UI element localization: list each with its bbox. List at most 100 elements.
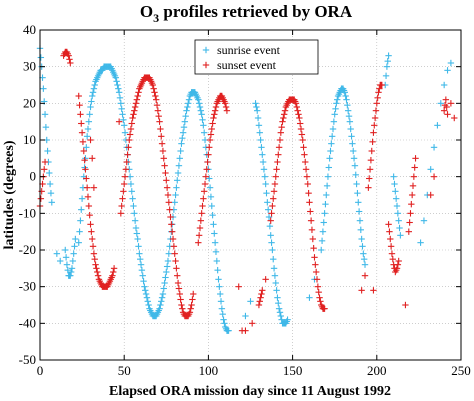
sunset-point xyxy=(195,232,203,239)
axis-ticks: 0 50 100 150 200 250 -50 -40 -30 -20 -10 0 10 20 30 40 xyxy=(19,22,471,378)
sunset-point xyxy=(302,166,310,173)
sunset-point xyxy=(276,136,284,144)
sunset-point xyxy=(277,129,285,136)
sunrise-point xyxy=(91,81,98,89)
sunset-point xyxy=(188,301,195,309)
sunset-point xyxy=(129,114,136,122)
sunset-point xyxy=(447,100,455,107)
sunrise-point xyxy=(184,103,191,111)
sunset-point xyxy=(66,56,73,63)
sunset-point xyxy=(206,136,214,144)
sunrise-point xyxy=(164,257,172,265)
sunset-point xyxy=(171,250,178,257)
sunset-point xyxy=(308,226,316,234)
sunrise-point xyxy=(391,180,398,188)
sunrise-point xyxy=(440,81,448,89)
sunrise-point xyxy=(394,210,402,217)
sunset-point xyxy=(203,166,210,173)
sunset-point xyxy=(90,250,98,257)
sunrise-point xyxy=(143,294,151,301)
sunrise-point xyxy=(284,316,291,323)
sunrise-point xyxy=(343,96,350,103)
sunrise-point xyxy=(158,294,166,301)
sunset-point xyxy=(272,173,279,180)
sunset-point xyxy=(88,228,95,235)
sunrise-point xyxy=(210,221,217,228)
sunset-point xyxy=(269,202,276,210)
sunset-point xyxy=(367,156,375,164)
sunset-point xyxy=(127,125,135,133)
y-tick-label: -20 xyxy=(19,242,36,257)
sunrise-point xyxy=(88,98,95,105)
sunrise-point xyxy=(57,257,64,265)
sunset-point xyxy=(314,283,322,290)
sunrise-point xyxy=(42,123,50,131)
sunset-point xyxy=(195,239,202,246)
sunrise-point xyxy=(341,89,349,96)
sunrise-point xyxy=(62,254,70,261)
sunset-point xyxy=(410,173,418,180)
sunset-point xyxy=(268,210,275,217)
sunset-point xyxy=(175,285,183,292)
sunrise-point xyxy=(270,265,278,272)
sunset-point xyxy=(152,96,160,103)
legend-label-sunset: sunset event xyxy=(217,58,277,72)
sunset-point xyxy=(270,188,278,195)
sunset-point xyxy=(307,208,314,215)
sunset-point xyxy=(187,305,194,312)
sunrise-point xyxy=(254,107,261,114)
y-tick-label: -40 xyxy=(19,315,36,330)
sunrise-point xyxy=(127,180,135,188)
sunrise-point xyxy=(207,193,215,201)
sunset-point xyxy=(80,147,87,155)
sunrise-point xyxy=(361,261,369,268)
sunset-point xyxy=(163,177,170,184)
sunset-point xyxy=(442,96,450,103)
sunset-point xyxy=(394,261,402,268)
sunset-point xyxy=(126,131,134,138)
sunset-point xyxy=(176,290,183,298)
sunset-point xyxy=(301,151,308,158)
y-tick-label: 10 xyxy=(23,132,36,147)
sunset-point xyxy=(118,202,125,210)
sunset-point xyxy=(37,195,45,202)
sunset-point xyxy=(206,144,213,151)
sunset-point xyxy=(443,103,450,111)
sunrise-point xyxy=(131,217,139,224)
sunrise-point xyxy=(325,164,333,171)
sunrise-point xyxy=(181,118,189,125)
sunrise-point xyxy=(114,81,121,89)
sunrise-point xyxy=(184,100,192,107)
sunset-point xyxy=(89,155,96,162)
sunrise-point xyxy=(83,133,91,140)
sunrise-point xyxy=(185,96,193,103)
sunrise-point xyxy=(75,239,82,246)
sunrise-point xyxy=(328,133,336,140)
sunrise-point xyxy=(353,180,360,188)
sunrise-point xyxy=(179,129,187,136)
sunrise-point xyxy=(180,123,188,131)
sunset-point xyxy=(402,301,409,309)
sunset-point xyxy=(86,211,93,219)
sunset-point xyxy=(358,287,365,294)
sunrise-point xyxy=(382,72,390,80)
sunrise-point xyxy=(76,228,83,235)
sunrise-point xyxy=(37,54,45,61)
sunset-point xyxy=(174,272,181,279)
sunset-point xyxy=(201,180,209,188)
sunrise-point xyxy=(263,189,270,197)
sunrise-point xyxy=(161,279,168,287)
y-axis-label: latitudes (degrees) xyxy=(2,140,17,249)
sunset-point xyxy=(133,96,141,103)
sunrise-point xyxy=(257,136,264,144)
sunrise-point xyxy=(53,250,61,257)
sunset-point xyxy=(91,255,98,263)
sunrise-point xyxy=(142,290,150,298)
sunrise-point xyxy=(208,202,215,210)
sunrise-point xyxy=(351,162,359,169)
sunrise-point xyxy=(120,116,127,124)
sunrise-point xyxy=(321,210,328,217)
sunset-point xyxy=(83,184,91,191)
sunset-point xyxy=(300,144,307,151)
sunset-point xyxy=(365,184,372,191)
